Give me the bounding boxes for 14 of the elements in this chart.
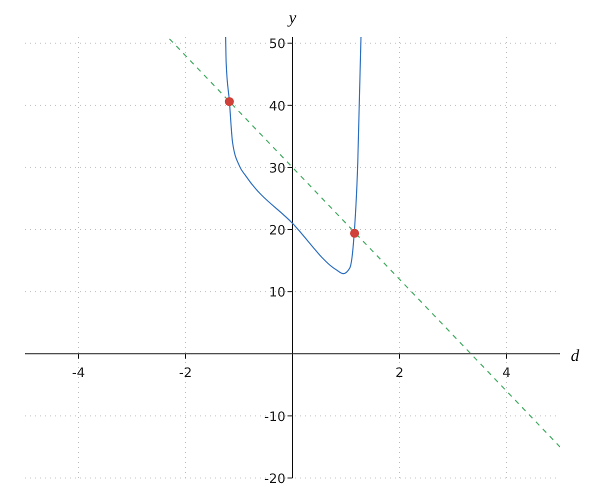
y-tick-label: 20: [268, 224, 286, 239]
y-tick-label: 50: [268, 37, 286, 52]
y-tick-label: 40: [268, 99, 286, 114]
x-tick-label: -2: [179, 366, 192, 381]
y-tick-label: -20: [264, 472, 286, 487]
y-tick-label: -10: [264, 410, 286, 425]
line-series: [225, 37, 362, 274]
x-tick-label: 2: [395, 366, 404, 381]
x-axis-title: d: [570, 346, 580, 365]
x-tick-label: -4: [72, 366, 85, 381]
y-tick-label: 10: [268, 286, 286, 301]
x-tick-label: 4: [502, 366, 511, 381]
y-tick-label: 30: [268, 161, 286, 176]
y-axis-title: y: [286, 8, 297, 27]
